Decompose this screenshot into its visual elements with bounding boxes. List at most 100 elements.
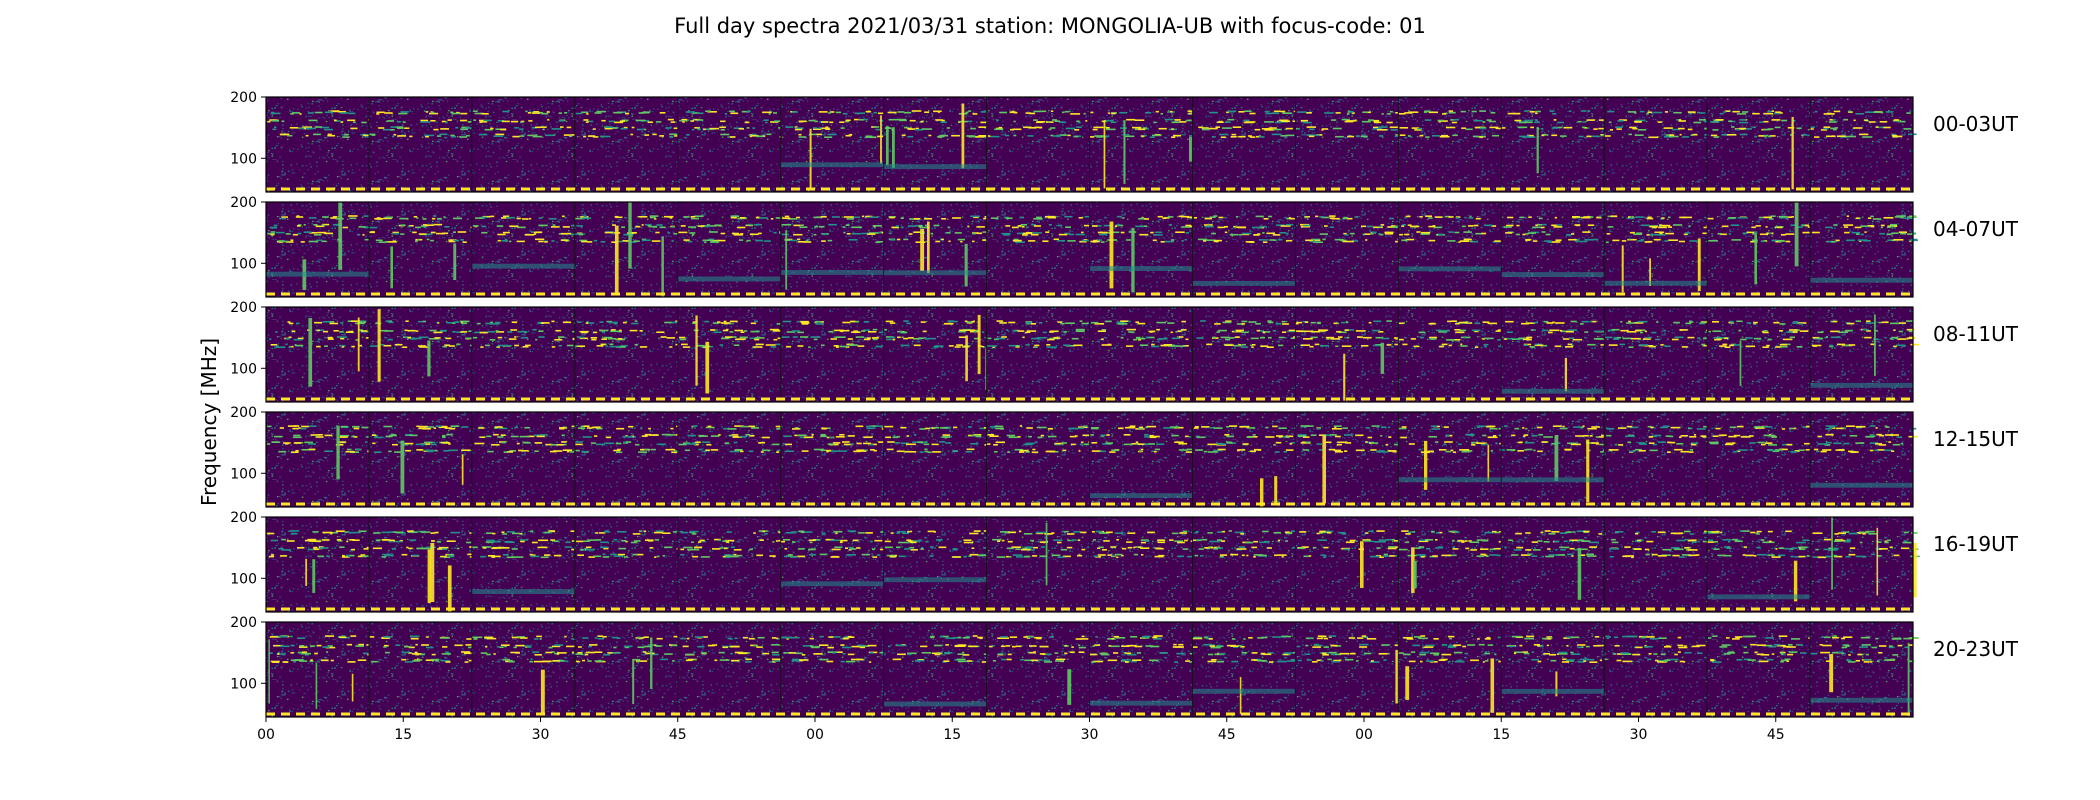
spectral-band bbox=[983, 346, 986, 348]
spectral-band bbox=[680, 554, 685, 556]
spectral-band bbox=[1528, 232, 1536, 234]
spectral-band bbox=[1435, 329, 1442, 332]
spectral-band bbox=[1025, 321, 1033, 323]
spectral-band bbox=[1378, 126, 1388, 128]
spectral-band bbox=[1057, 541, 1062, 544]
spectral-band bbox=[773, 112, 777, 114]
spectral-band bbox=[1214, 323, 1221, 325]
spectral-band bbox=[659, 135, 664, 137]
spectral-band bbox=[421, 225, 425, 227]
spectral-band bbox=[800, 531, 805, 534]
spectral-band bbox=[1167, 216, 1174, 218]
spectral-band bbox=[448, 345, 455, 347]
spectral-band bbox=[1048, 435, 1057, 438]
spectral-band bbox=[511, 548, 518, 550]
spectral-band bbox=[1105, 442, 1113, 444]
spectral-band bbox=[1336, 443, 1342, 446]
spectral-band bbox=[829, 121, 834, 124]
spectral-band bbox=[954, 232, 962, 234]
spectral-band bbox=[699, 435, 708, 437]
spectral-band bbox=[586, 546, 592, 549]
spectral-band bbox=[307, 548, 314, 551]
spectral-band bbox=[1562, 425, 1565, 428]
spectral-band bbox=[644, 134, 649, 136]
spectral-band bbox=[1440, 134, 1448, 137]
spectral-band bbox=[1806, 425, 1812, 428]
spectrum-segment bbox=[1604, 97, 1708, 192]
spectral-band bbox=[610, 330, 620, 333]
spectral-band bbox=[722, 329, 729, 332]
spectral-band bbox=[820, 433, 826, 436]
spectral-band bbox=[1579, 548, 1588, 551]
spectral-band bbox=[1591, 442, 1599, 444]
spectral-band bbox=[1389, 217, 1394, 220]
spectral-band bbox=[1610, 547, 1620, 550]
spectral-band bbox=[1476, 555, 1485, 557]
spectral-band bbox=[1347, 217, 1353, 220]
spectral-band bbox=[280, 133, 290, 136]
spectral-band bbox=[1242, 443, 1249, 445]
spectral-band bbox=[1185, 338, 1189, 341]
spectral-band bbox=[1489, 548, 1497, 551]
spectral-band bbox=[418, 659, 423, 661]
spectral-band bbox=[941, 119, 945, 122]
spectral-band bbox=[1440, 329, 1450, 332]
spectral-band bbox=[1229, 233, 1239, 236]
spectral-band bbox=[896, 450, 905, 453]
spectral-band bbox=[1754, 135, 1758, 138]
spectral-band bbox=[479, 331, 489, 334]
spectral-band bbox=[1845, 555, 1851, 558]
spectral-band bbox=[724, 322, 728, 325]
spectral-band bbox=[692, 555, 699, 558]
spectral-band bbox=[1742, 554, 1746, 556]
spectral-band bbox=[577, 225, 583, 227]
spectral-band bbox=[358, 329, 363, 331]
spectral-band bbox=[1844, 329, 1853, 332]
spectral-band bbox=[975, 435, 982, 438]
spectral-band bbox=[456, 343, 461, 346]
spectral-band bbox=[1147, 531, 1155, 534]
spectral-band bbox=[280, 240, 289, 243]
spectral-band bbox=[465, 127, 474, 129]
spectral-band bbox=[342, 226, 348, 229]
spectral-band bbox=[1357, 336, 1363, 338]
spectral-band bbox=[1338, 331, 1347, 334]
spectral-band bbox=[1306, 425, 1314, 427]
spectral-band bbox=[657, 443, 666, 446]
spectral-band bbox=[1295, 330, 1304, 332]
spectral-band bbox=[478, 133, 488, 136]
spectral-band bbox=[416, 217, 419, 219]
spectral-band bbox=[1316, 427, 1321, 430]
spectral-band bbox=[731, 434, 739, 436]
spectral-band bbox=[1286, 239, 1293, 242]
spectral-band bbox=[1825, 425, 1836, 427]
spectral-band bbox=[328, 531, 338, 534]
spectral-band bbox=[1731, 442, 1736, 444]
spectral-band bbox=[650, 653, 659, 656]
spectral-band bbox=[299, 113, 302, 115]
spectral-band bbox=[775, 540, 779, 542]
spectral-band bbox=[1525, 233, 1529, 235]
spectral-band bbox=[938, 540, 941, 542]
spectral-band bbox=[1447, 320, 1452, 323]
spectral-band bbox=[497, 344, 508, 347]
spectral-band bbox=[407, 531, 418, 533]
spectral-band bbox=[1392, 226, 1400, 229]
spectral-band bbox=[869, 443, 874, 446]
spectral-band bbox=[1200, 555, 1204, 557]
spectral-band bbox=[440, 330, 443, 333]
spectral-band bbox=[969, 553, 979, 556]
spectral-band bbox=[601, 331, 605, 333]
spectral-band bbox=[270, 554, 275, 556]
spectral-band bbox=[998, 126, 1003, 129]
spectral-band bbox=[324, 345, 328, 347]
spectral-band bbox=[355, 645, 364, 647]
spectral-band bbox=[1823, 126, 1831, 128]
spectral-band bbox=[348, 112, 356, 115]
spectral-band bbox=[1611, 541, 1619, 544]
spectral-band bbox=[312, 548, 320, 551]
spectral-band bbox=[575, 449, 580, 452]
spectral-band bbox=[1574, 549, 1579, 551]
spectral-band bbox=[1767, 434, 1776, 437]
spectral-band bbox=[1582, 231, 1591, 233]
